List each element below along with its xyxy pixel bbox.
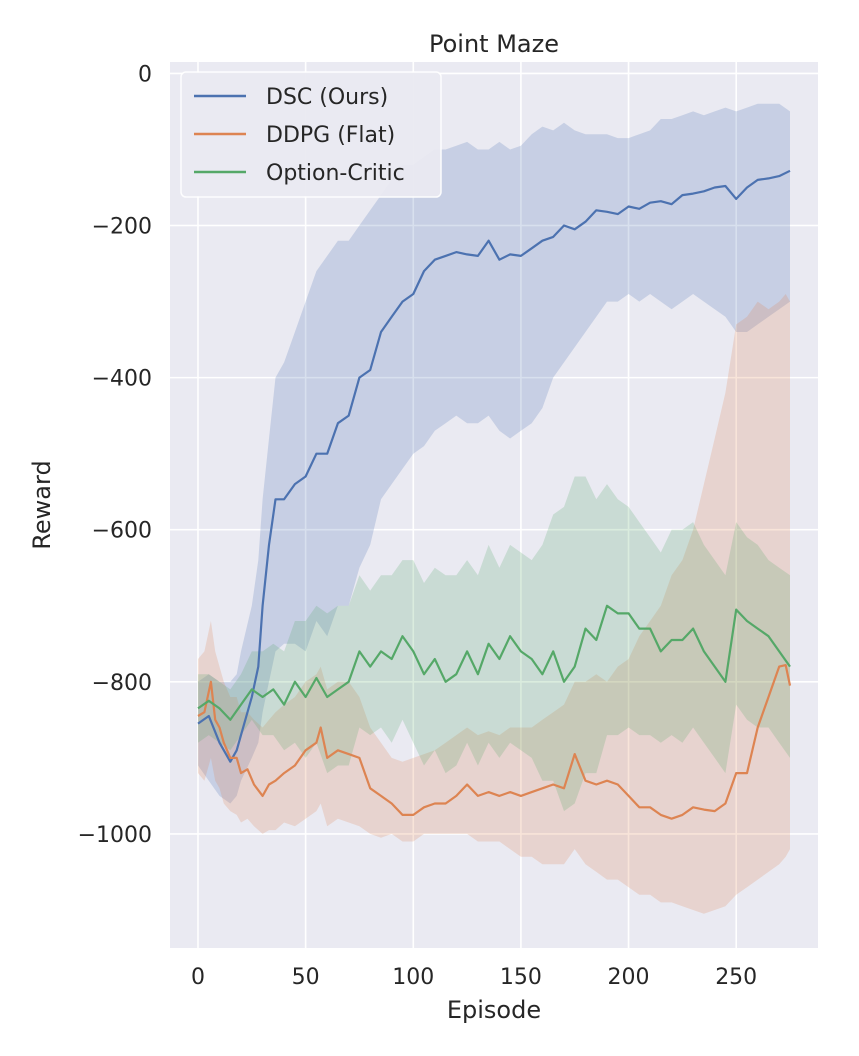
confidence-bands: [198, 103, 790, 914]
legend: DSC (Ours) DDPG (Flat) Option-Critic: [180, 71, 442, 198]
y-tick-label: −1000: [78, 823, 152, 848]
legend-box: [180, 71, 442, 198]
x-tick-labels: 0 50 100 150 200 250: [191, 965, 757, 990]
x-tick-label: 50: [292, 965, 320, 990]
plot-background: [170, 62, 818, 948]
grid-lines: [170, 62, 818, 948]
y-tick-labels: 0 −200 −400 −600 −800 −1000: [78, 62, 152, 848]
band-option-critic: [198, 476, 790, 812]
x-axis-label: Episode: [447, 996, 541, 1024]
x-tick-label: 100: [392, 965, 434, 990]
line-option-critic: [197, 604, 791, 721]
line-dsc-ours: [197, 169, 791, 763]
series-lines: [197, 169, 792, 820]
band-ddpg-flat: [198, 294, 790, 914]
x-tick-label: 150: [500, 965, 542, 990]
chart-title: Point Maze: [429, 30, 559, 58]
y-tick-label: −200: [92, 215, 152, 240]
line-ddpg-flat: [197, 663, 792, 820]
y-tick-label: −400: [92, 367, 152, 392]
band-dsc-ours: [198, 103, 790, 804]
legend-label-option-critic: Option-Critic: [266, 161, 405, 186]
y-axis-label: Reward: [28, 460, 56, 549]
legend-label-dsc-ours: DSC (Ours): [266, 85, 388, 110]
x-tick-label: 0: [191, 965, 205, 990]
x-tick-label: 250: [715, 965, 757, 990]
legend-label-ddpg-flat: DDPG (Flat): [266, 123, 395, 148]
y-tick-label: 0: [138, 62, 152, 87]
y-tick-label: −800: [92, 671, 152, 696]
y-tick-label: −600: [92, 519, 152, 544]
x-tick-label: 200: [608, 965, 650, 990]
